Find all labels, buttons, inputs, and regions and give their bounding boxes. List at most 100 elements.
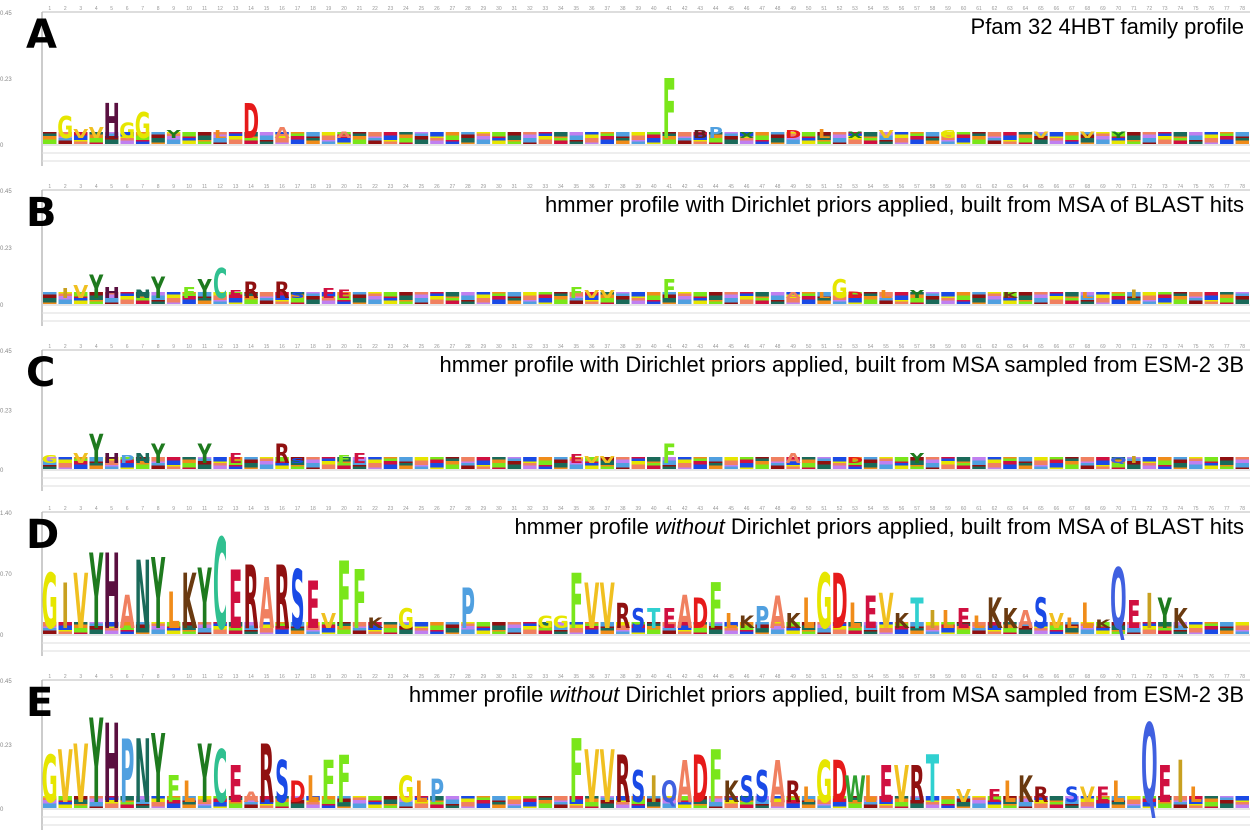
logo-letter-Y: Y xyxy=(909,451,925,466)
residue-bar xyxy=(569,140,584,142)
logo-letter-L: L xyxy=(942,606,954,635)
column-number: 13 xyxy=(233,506,239,512)
residue-bar xyxy=(832,798,847,802)
residue-bar xyxy=(1034,460,1048,465)
residue-bar xyxy=(259,461,274,465)
column-number: 77 xyxy=(1224,674,1230,680)
residue-bar xyxy=(89,626,103,630)
residue-bar xyxy=(817,464,831,469)
residue-bar xyxy=(770,301,785,304)
column-number: 42 xyxy=(682,184,688,190)
residue-bar xyxy=(507,141,522,144)
residue-bar xyxy=(972,466,986,469)
residue-bar xyxy=(801,136,816,138)
residue-bar xyxy=(368,138,382,141)
residue-bar xyxy=(275,134,289,138)
column-number: 45 xyxy=(728,6,734,12)
residue-bar xyxy=(708,457,723,462)
column-number: 8 xyxy=(157,344,160,350)
column-number: 73 xyxy=(1162,506,1168,512)
residue-bar xyxy=(801,457,816,460)
residue-bar xyxy=(306,292,320,294)
residue-bar xyxy=(368,622,382,626)
residue-bar xyxy=(538,133,553,136)
residue-bar xyxy=(290,800,305,804)
residue-bar xyxy=(832,626,847,630)
residue-bar xyxy=(708,626,723,630)
logo-letter-A: A xyxy=(786,291,802,300)
residue-bar xyxy=(306,140,320,144)
residue-bar xyxy=(259,457,274,459)
residue-bar xyxy=(1049,292,1064,294)
residue-bar xyxy=(290,796,305,798)
residue-bar xyxy=(445,132,460,136)
column-number: 6 xyxy=(126,506,129,512)
residue-bar xyxy=(832,138,847,143)
residue-bar xyxy=(430,796,444,801)
residue-bar xyxy=(275,796,289,799)
column-number: 54 xyxy=(868,344,874,350)
column-number: 35 xyxy=(574,184,580,190)
residue-bar xyxy=(647,623,661,626)
residue-bar xyxy=(120,459,134,463)
logo-letter-S: S xyxy=(291,291,305,300)
logo-letter-R: R xyxy=(259,728,274,821)
residue-bar xyxy=(352,294,367,298)
residue-bar xyxy=(399,802,413,807)
residue-bar xyxy=(956,301,971,304)
residue-bar xyxy=(1096,460,1110,465)
column-number: 54 xyxy=(868,184,874,190)
residue-bar xyxy=(832,142,847,144)
residue-bar xyxy=(910,797,924,800)
residue-bar xyxy=(383,628,398,633)
column-number: 18 xyxy=(310,506,316,512)
residue-bar xyxy=(1142,622,1157,624)
residue-bar xyxy=(135,796,150,800)
residue-bar xyxy=(368,293,382,296)
residue-bar xyxy=(863,625,878,630)
residue-bar xyxy=(43,800,57,804)
column-number: 39 xyxy=(635,184,641,190)
residue-bar xyxy=(476,136,491,140)
residue-bar xyxy=(786,626,800,628)
residue-bar xyxy=(228,292,243,295)
residue-bar xyxy=(801,467,816,469)
residue-bar xyxy=(1235,631,1249,634)
residue-bar xyxy=(414,302,429,304)
residue-bar xyxy=(523,629,537,634)
residue-bar xyxy=(863,463,878,468)
logo-letter-C: C xyxy=(213,735,227,820)
residue-bar xyxy=(321,300,336,304)
residue-bar xyxy=(368,132,382,137)
residue-bar xyxy=(925,293,940,296)
residue-bar xyxy=(1065,132,1079,136)
residue-bar xyxy=(1158,457,1172,461)
residue-bar xyxy=(724,626,738,628)
column-number: 32 xyxy=(527,344,533,350)
residue-bar xyxy=(879,135,893,140)
residue-bar xyxy=(523,142,537,144)
residue-bar xyxy=(461,463,475,466)
residue-bar xyxy=(786,292,800,295)
column-number: 43 xyxy=(697,184,703,190)
residue-bar xyxy=(89,300,103,302)
residue-bar xyxy=(104,797,119,800)
residue-bar xyxy=(43,465,57,467)
residue-bar xyxy=(73,135,88,140)
column-number: 21 xyxy=(357,344,363,350)
column-number: 46 xyxy=(744,184,750,190)
residue-bar xyxy=(1127,292,1141,297)
residue-bar xyxy=(1096,803,1110,808)
column-number: 74 xyxy=(1178,6,1184,12)
residue-bar xyxy=(538,136,553,140)
residue-bar xyxy=(600,465,615,467)
residue-bar xyxy=(770,806,785,808)
residue-bar xyxy=(925,296,940,300)
logo-letter-Y: Y xyxy=(1157,590,1172,639)
residue-bar xyxy=(166,622,181,627)
residue-bar xyxy=(987,622,1002,626)
residue-bar xyxy=(569,457,584,459)
residue-bar xyxy=(1142,806,1157,808)
column-number: 49 xyxy=(790,506,796,512)
column-number: 27 xyxy=(450,344,456,350)
